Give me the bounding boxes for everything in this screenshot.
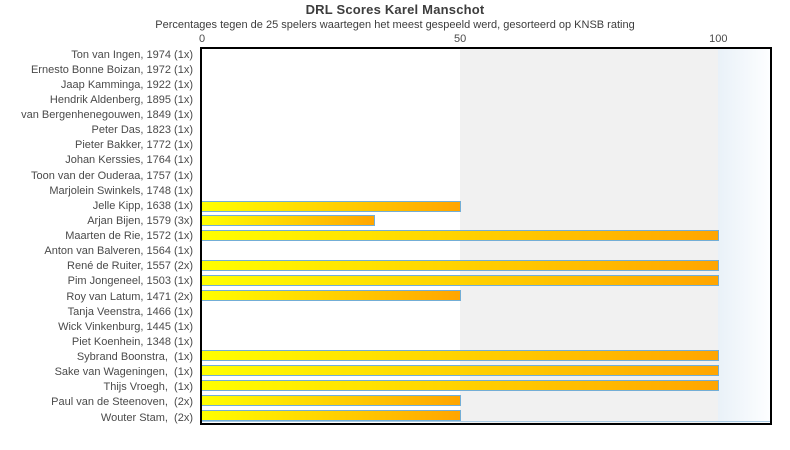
y-axis-label: Thijs Vroegh, (1x) xyxy=(103,381,193,394)
y-axis-label: Wouter Stam, (2x) xyxy=(100,411,193,424)
y-axis-label: Marjolein Swinkels, 1748 (1x) xyxy=(49,184,193,197)
bar-row xyxy=(202,139,770,154)
y-axis-label: Hendrik Aldenberg, 1895 (1x) xyxy=(49,93,193,106)
bar-row xyxy=(202,288,770,303)
x-axis-ticks: 0 50 100 xyxy=(198,33,770,46)
bar-row xyxy=(202,154,770,169)
x-tick-label: 0 xyxy=(198,33,206,45)
bar-row xyxy=(202,363,770,378)
bar-row xyxy=(202,213,770,228)
bar xyxy=(202,275,720,287)
y-axis-label: Paul van de Steenoven, (2x) xyxy=(51,396,193,409)
bar-row xyxy=(202,79,770,94)
bar-row xyxy=(202,303,770,318)
bar xyxy=(202,350,720,362)
y-axis-label: Peter Das, 1823 (1x) xyxy=(91,124,194,137)
bar xyxy=(202,379,720,391)
y-axis-label: Piet Koenhein, 1348 (1x) xyxy=(71,335,193,348)
y-axis-label: Pieter Bakker, 1772 (1x) xyxy=(74,139,193,152)
y-axis-label: Tanja Veenstra, 1466 (1x) xyxy=(67,305,193,318)
bar-row xyxy=(202,94,770,109)
bar-row xyxy=(202,393,770,408)
y-axis-label: Toon van der Ouderaa, 1757 (1x) xyxy=(30,169,193,182)
bar-row xyxy=(202,169,770,184)
bar-row xyxy=(202,64,770,79)
bar-row xyxy=(202,318,770,333)
bar-row xyxy=(202,333,770,348)
bar xyxy=(202,364,720,376)
bar-row xyxy=(202,109,770,124)
bar-row xyxy=(202,348,770,363)
y-axis-label: Pim Jongeneel, 1503 (1x) xyxy=(67,275,193,288)
x-tick-label: 50 xyxy=(454,33,467,45)
plot-area xyxy=(200,47,772,425)
y-axis-label: Jaap Kamminga, 1922 (1x) xyxy=(60,78,193,91)
bar xyxy=(202,230,720,242)
bar xyxy=(202,290,462,302)
bar xyxy=(202,260,720,272)
bar-rows xyxy=(202,49,770,423)
y-axis-label: Jelle Kipp, 1638 (1x) xyxy=(92,199,193,212)
y-axis-label: Wick Vinkenburg, 1445 (1x) xyxy=(58,320,193,333)
bar-row xyxy=(202,378,770,393)
bar-row xyxy=(202,49,770,64)
bar-row xyxy=(202,258,770,273)
y-axis-label: Sake van Wageningen, (1x) xyxy=(54,366,193,379)
y-axis-label: Roy van Latum, 1471 (2x) xyxy=(66,290,193,303)
chart-title: DRL Scores Karel Manschot xyxy=(305,2,485,17)
bar xyxy=(202,409,462,421)
bar-row xyxy=(202,243,770,258)
band-beyond-100 xyxy=(718,49,770,423)
bar-row xyxy=(202,228,770,243)
y-axis-label: Johan Kerssies, 1764 (1x) xyxy=(65,154,193,167)
x-tick-label: 100 xyxy=(709,33,728,45)
y-axis-label: Ernesto Bonne Boizan, 1972 (1x) xyxy=(30,63,193,76)
y-axis-label: Anton van Balveren, 1564 (1x) xyxy=(44,245,193,258)
bar-row xyxy=(202,408,770,423)
bar-row xyxy=(202,124,770,139)
y-axis-label: René de Ruiter, 1557 (2x) xyxy=(67,260,193,273)
bar xyxy=(202,394,462,406)
bar-row xyxy=(202,199,770,214)
y-axis-label: van Bergenhenegouwen, 1849 (1x) xyxy=(21,109,193,122)
y-axis-label: Arjan Bijen, 1579 (3x) xyxy=(87,214,193,227)
y-axis-label: Maarten de Rie, 1572 (1x) xyxy=(65,230,193,243)
bottom-baseline xyxy=(202,421,770,422)
bar xyxy=(202,215,375,227)
bar-row xyxy=(202,184,770,199)
chart-subtitle: Percentages tegen de 25 spelers waartege… xyxy=(155,19,635,31)
bar xyxy=(202,200,462,212)
y-axis-label: Ton van Ingen, 1974 (1x) xyxy=(71,48,193,61)
y-axis-labels: Ton van Ingen, 1974 (1x) Ernesto Bonne Bo… xyxy=(0,47,193,425)
bar-row xyxy=(202,273,770,288)
y-axis-label: Sybrand Boonstra, (1x) xyxy=(76,351,193,364)
